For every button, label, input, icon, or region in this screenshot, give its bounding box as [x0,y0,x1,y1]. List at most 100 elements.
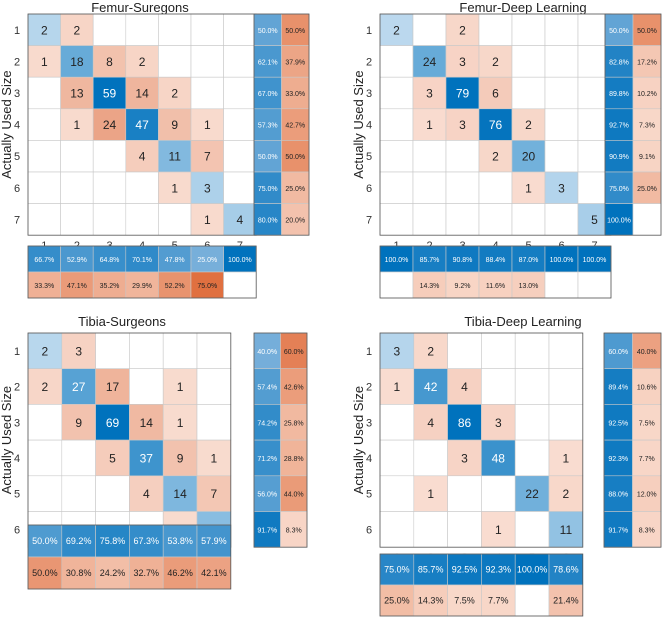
matrix-cell [379,108,414,141]
cell-value: 2 [42,380,49,394]
col-summary-value: 50.0% [32,568,58,578]
col-summary-cell [478,271,513,299]
col-summary-value: 66.7% [34,257,54,264]
row-summary-value: 60.0% [284,349,304,356]
row-summary-value: 25.0% [285,186,305,193]
row-summary-value: 50.0% [609,28,629,35]
matrix-cell [379,45,414,78]
col-summary-border [27,245,257,299]
cell-value: 8 [106,55,113,69]
matrix-cell [514,511,550,548]
row-summary-value: 75.0% [258,186,278,193]
matrix-cell [158,76,192,110]
col-summary-value: 53.8% [167,536,193,546]
cell-value: 7 [211,487,218,501]
col-summary-value: 11.6% [486,283,505,290]
col-summary-cell [548,553,584,586]
matrix-cell [61,368,96,405]
matrix-cell [60,203,94,236]
matrix-cell [413,404,448,441]
row-summary-value: 89.8% [609,91,629,98]
y-tick-label: 5 [14,151,20,163]
matrix-cell [92,171,127,204]
cell-value: 11 [560,523,573,537]
matrix-cell [379,140,414,173]
cell-value: 6 [492,87,499,101]
cell-value: 13 [70,87,84,101]
matrix-cell [548,368,584,405]
y-tick-label: 6 [14,524,20,536]
matrix-cell [196,332,232,370]
row-summary-cell [603,511,633,548]
matrix-cell [27,108,61,141]
row-summary-value: 67.0% [258,91,278,98]
y-tick-label: 6 [366,524,372,536]
matrix-cell [158,203,192,236]
cell-value: 1 [427,487,434,501]
matrix-cell [445,203,480,236]
matrix-cell [412,45,447,78]
row-summary-value: 9.1% [639,154,655,161]
y-tick-label: 5 [366,151,372,163]
col-summary-cell [447,553,482,586]
col-summary-cell [125,245,159,273]
col-summary-cell [129,524,164,558]
col-summary-value: 92.3% [486,565,512,575]
cell-value: 2 [459,23,466,37]
cell-value: 2 [492,55,499,69]
col-summary-cell [514,584,550,617]
matrix-cell [514,332,550,370]
matrix-cell [129,368,164,405]
matrix-cell [481,511,516,548]
cell-value: 42 [424,380,438,394]
col-summary-value: 64.8% [100,257,120,264]
row-summary-value: 25.8% [284,420,304,427]
row-summary-cell [280,511,308,548]
matrix-cell [158,108,192,141]
matrix-cell [129,439,164,477]
row-summary-value: 89.4% [608,385,628,392]
cell-value: 1 [426,118,433,132]
matrix-cell [447,475,482,512]
row-summary-cell [281,108,310,141]
col-summary-value: 100.0% [550,257,574,264]
matrix-cell [544,13,579,46]
matrix-cell [125,140,159,173]
row-summary-value: 40.0% [637,349,657,356]
matrix-cell [196,404,232,441]
col-summary-value: 14.3% [420,283,440,290]
cell-value: 14 [140,416,154,430]
matrix-cell [223,171,257,204]
matrix-cell [162,475,198,512]
matrix-cell [413,439,448,477]
matrix-cell [447,439,482,477]
matrix-cell [27,140,61,173]
matrix-cell [511,45,546,78]
row-summary-cell [253,404,281,441]
cell-value: 1 [204,118,211,132]
row-summary-value: 92.5% [608,420,628,427]
matrix-cell [412,140,447,173]
cell-value: 1 [177,380,184,394]
matrix-cell [478,45,513,78]
matrix-cell [158,140,192,173]
matrix-cell [92,13,127,46]
col-summary-value: 35.2% [100,283,120,290]
row-summary-value: 10.6% [637,385,657,392]
matrix-cell [544,140,579,173]
matrix-cell [447,368,482,405]
col-summary-value: 46.2% [167,568,193,578]
cell-value: 22 [525,487,539,501]
cell-value: 3 [459,118,466,132]
col-summary-value: 52.2% [165,283,185,290]
cell-value: 14 [135,87,149,101]
row-summary-border [253,13,310,236]
col-summary-cell [158,245,192,273]
row-summary-cell [632,511,662,548]
matrix-cell [514,368,550,405]
y-tick-label: 1 [14,25,20,37]
col-summary-value: 25.0% [384,596,410,606]
cell-value: 3 [75,344,82,358]
row-summary-value: 42.7% [285,123,305,130]
